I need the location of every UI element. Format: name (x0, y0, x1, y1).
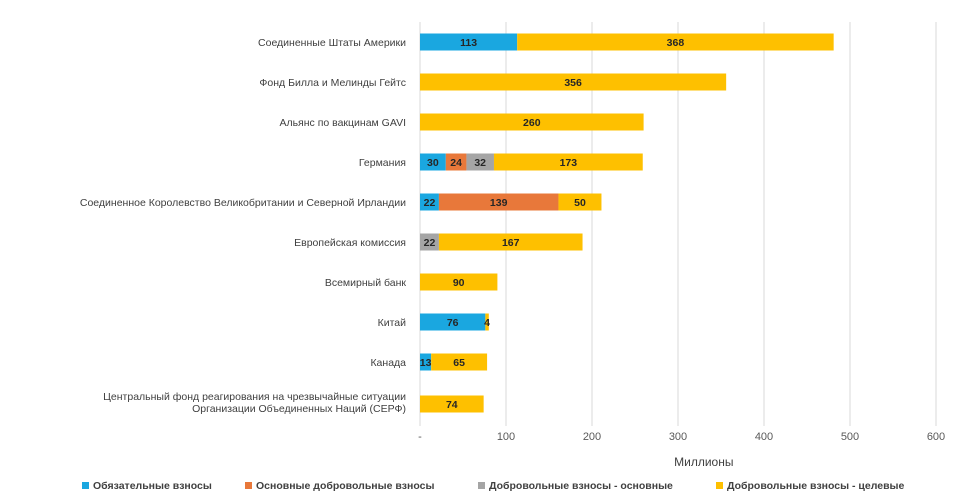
data-label: 24 (450, 157, 462, 169)
data-label: 139 (490, 197, 508, 209)
bar-segment (420, 113, 644, 131)
bar-segment (420, 313, 486, 331)
bar-segment (420, 233, 439, 251)
category-label: Соединенные Штаты Америки (258, 37, 406, 49)
bar-segment (420, 395, 484, 413)
bar-segment (420, 353, 432, 371)
legend-swatch (478, 482, 485, 489)
category-label: Канада (370, 357, 406, 369)
bar-segment (420, 273, 498, 291)
x-tick-label: - (418, 431, 422, 443)
data-label: 13 (420, 357, 432, 369)
bar-segment (493, 153, 643, 171)
category-label: Всемирный банк (325, 277, 407, 289)
legend-swatch (82, 482, 89, 489)
data-label: 30 (427, 157, 439, 169)
data-label: 65 (453, 357, 465, 369)
x-axis-title: Миллионы (674, 455, 733, 469)
category-label: Фонд Билла и Мелинды Гейтс (259, 77, 406, 89)
x-axis-ticks: - 100 200 300 400 500 600 (418, 431, 945, 443)
bar-segment (558, 193, 602, 211)
category-label: Соединенное Королевство Великобритании и… (80, 197, 406, 209)
data-label: 173 (560, 157, 578, 169)
bar-segment (517, 33, 834, 51)
data-label: 22 (424, 237, 436, 249)
x-tick-label: 600 (927, 431, 945, 443)
category-label: Германия (359, 157, 406, 169)
bar-segment (420, 153, 446, 171)
data-label: 90 (453, 277, 465, 289)
data-label: 50 (574, 197, 586, 209)
legend-swatch (245, 482, 252, 489)
data-label: 356 (564, 77, 582, 89)
data-label: 167 (502, 237, 520, 249)
category-label: Центральный фонд реагирования на чрезвыч… (103, 391, 406, 403)
data-label: 22 (424, 197, 436, 209)
data-label: 113 (460, 37, 477, 49)
x-tick-label: 100 (497, 431, 515, 443)
bar-segment (420, 73, 727, 91)
bar-segment (466, 153, 494, 171)
bar-segment (485, 313, 489, 331)
category-label: Организации Объединенных Наций (СЕРФ) (192, 403, 406, 415)
x-tick-label: 500 (841, 431, 859, 443)
legend-swatch (716, 482, 723, 489)
legend-entry: Обязательные взносы (93, 480, 212, 492)
legend-entry: Основные добровольные взносы (256, 480, 434, 492)
bars: 113 368 356 260 30 24 32 173 22 139 50 22 167 90 76 4 13… (420, 33, 834, 413)
category-label: Китай (378, 317, 407, 329)
x-tick-label: 300 (669, 431, 687, 443)
bar-segment (420, 33, 518, 51)
bar-segment (420, 193, 439, 211)
bar-segment (445, 153, 467, 171)
legend: Обязательные взносы Основные добровольные… (82, 480, 905, 492)
category-label: Европейская комиссия (294, 237, 406, 249)
category-label: Альянс по вакцинам GAVI (279, 117, 406, 129)
x-tick-label: 200 (583, 431, 601, 443)
bar-segment (431, 353, 488, 371)
data-label: 74 (446, 399, 458, 411)
data-label: 368 (667, 37, 685, 49)
bar-segment (438, 233, 583, 251)
category-labels: Соединенные Штаты Америки Фонд Билла и Ме… (80, 37, 407, 415)
x-tick-label: 400 (755, 431, 773, 443)
bar-segment (438, 193, 559, 211)
data-label: 32 (474, 157, 486, 169)
legend-entry: Добровольные взносы - основные (489, 480, 673, 492)
data-label: 76 (447, 317, 459, 329)
data-label: 4 (484, 317, 490, 329)
data-label: 260 (523, 117, 541, 129)
legend-entry: Добровольные взносы - целевые (727, 480, 905, 492)
